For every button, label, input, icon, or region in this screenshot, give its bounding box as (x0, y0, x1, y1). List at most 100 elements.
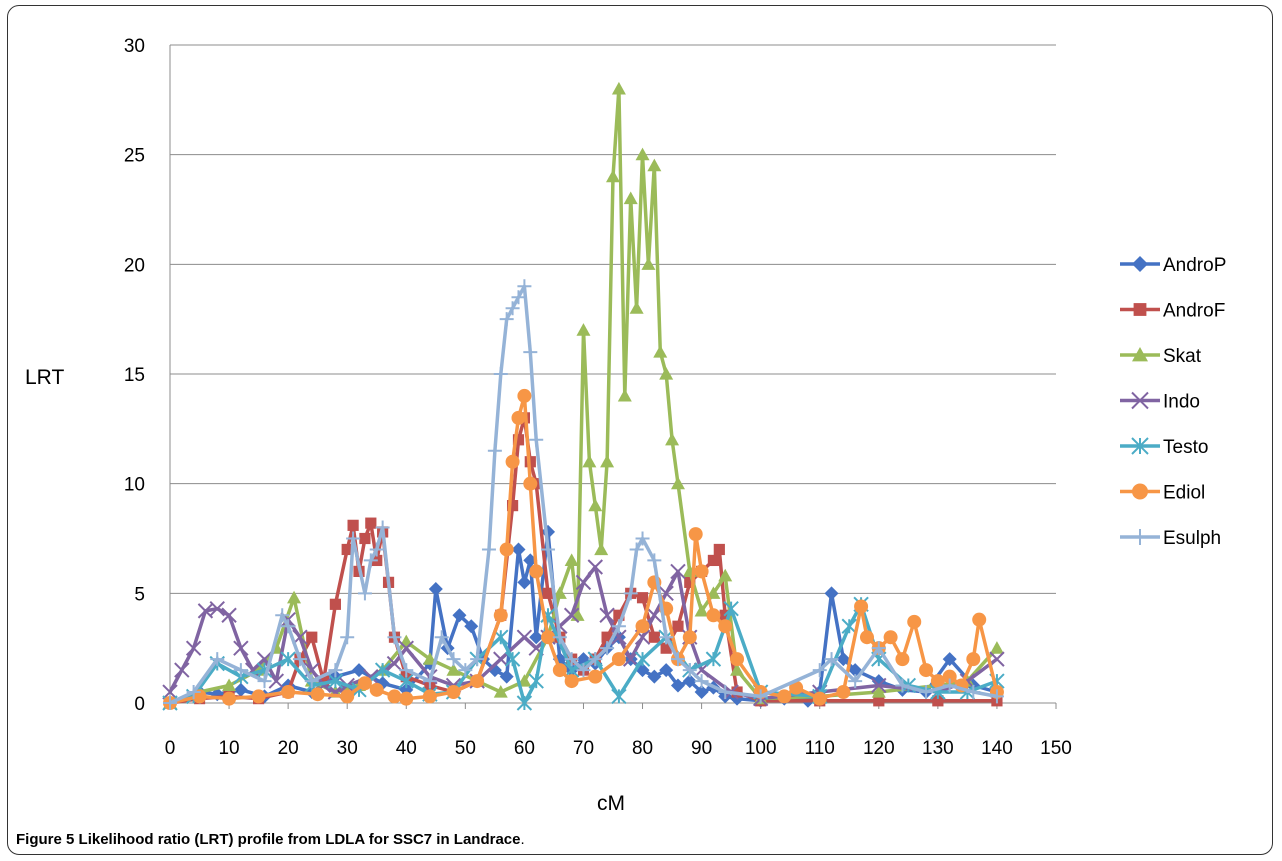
data-point (1132, 483, 1148, 500)
data-point (606, 169, 620, 183)
data-point (365, 517, 377, 529)
data-point (670, 652, 685, 667)
data-point (582, 454, 597, 468)
data-point (1132, 256, 1148, 272)
data-point (162, 684, 178, 700)
data-point (504, 651, 521, 667)
data-point (375, 520, 390, 535)
data-point (470, 674, 485, 689)
data-point (505, 454, 520, 469)
data-point (481, 542, 496, 557)
data-point (287, 590, 302, 604)
figure-caption-text: Likelihood ratio (LRT) profile from LDLA… (78, 831, 521, 848)
data-point (576, 323, 591, 336)
data-point (600, 454, 615, 468)
series-ediol (163, 388, 1004, 710)
data-point (1132, 529, 1148, 545)
legend-item-ediol: Ediol (1120, 483, 1205, 504)
data-point (458, 663, 473, 678)
data-point (859, 630, 874, 645)
data-point (317, 675, 330, 687)
data-point (659, 367, 674, 380)
data-point (989, 651, 1005, 667)
series-line (169, 284, 998, 705)
data-point (623, 586, 638, 601)
x-tick-label: 10 (218, 738, 239, 759)
data-point (359, 532, 371, 545)
data-point (895, 678, 910, 693)
data-point (209, 600, 225, 617)
data-point (523, 476, 538, 491)
data-point (653, 345, 668, 358)
data-point (304, 674, 319, 689)
data-point (647, 158, 662, 172)
data-point (387, 689, 402, 704)
data-point (222, 691, 237, 706)
data-point (636, 592, 649, 604)
x-tick-label: 140 (981, 738, 1013, 759)
data-point (1131, 391, 1149, 410)
data-point (694, 603, 709, 617)
data-point (623, 191, 638, 205)
data-point (812, 663, 827, 678)
data-point (233, 663, 248, 678)
data-point (575, 574, 592, 591)
x-tick-label: 30 (337, 738, 358, 759)
data-point (682, 663, 697, 678)
data-point (634, 651, 651, 667)
data-point (541, 630, 556, 645)
data-point (511, 410, 526, 425)
data-point (275, 608, 290, 623)
data-point (812, 691, 827, 706)
data-point (972, 612, 987, 627)
data-point (446, 652, 461, 667)
data-point (824, 586, 839, 601)
y-tick-label: 20 (124, 255, 145, 276)
data-point (434, 630, 449, 645)
data-point (647, 553, 662, 568)
data-point (611, 688, 627, 705)
data-point (623, 651, 639, 667)
data-point (594, 542, 609, 556)
data-point (883, 630, 898, 645)
data-point (564, 652, 579, 667)
data-point (552, 586, 567, 599)
x-tick-label: 20 (278, 738, 299, 759)
data-point (682, 630, 697, 645)
data-point (648, 631, 660, 643)
data-point (347, 519, 359, 531)
data-point (611, 619, 626, 634)
x-tick-label: 120 (863, 738, 895, 759)
data-point (493, 608, 508, 623)
data-point (694, 674, 709, 689)
data-point (919, 663, 934, 678)
data-point (517, 279, 532, 294)
data-point (942, 678, 957, 693)
data-point (185, 640, 202, 656)
series-esulph (163, 279, 1004, 710)
y-tick-label: 10 (124, 475, 145, 496)
data-point (989, 641, 1004, 654)
data-point (647, 669, 662, 684)
data-point (386, 655, 403, 672)
data-point (506, 500, 519, 512)
data-point (233, 682, 248, 697)
data-point (280, 651, 296, 667)
data-point (871, 685, 886, 698)
data-point (641, 257, 656, 270)
legend-label: AndroP (1163, 255, 1226, 276)
legend-item-esulph: Esulph (1120, 528, 1221, 549)
data-point (357, 676, 372, 691)
data-point (966, 652, 981, 667)
data-point (930, 674, 945, 689)
data-point (635, 531, 650, 546)
data-point (684, 576, 696, 588)
x-tick-label: 50 (455, 738, 476, 759)
data-point (517, 388, 532, 403)
data-point (233, 640, 249, 656)
data-point (552, 663, 567, 678)
data-point (493, 651, 509, 667)
x-tick-label: 110 (805, 738, 835, 759)
data-point (281, 619, 296, 634)
data-point (529, 432, 544, 447)
